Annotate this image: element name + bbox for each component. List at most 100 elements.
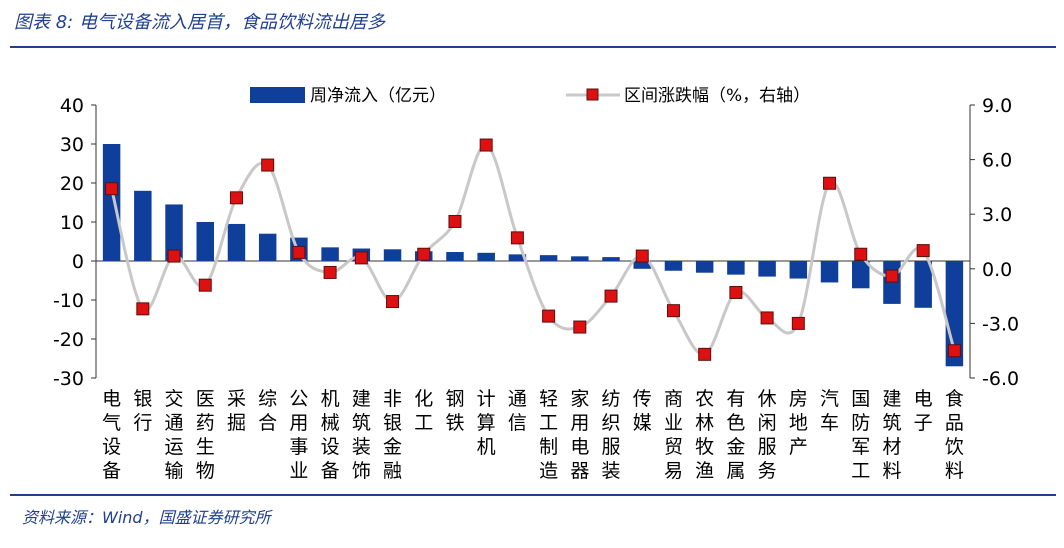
- x-tick-label: 综合: [258, 388, 277, 434]
- bar-14: [508, 254, 527, 261]
- line-point-10: [386, 295, 400, 309]
- bar-5: [227, 223, 246, 261]
- bar-12: [446, 252, 464, 261]
- line-point-22: [760, 311, 774, 325]
- bar-24: [820, 261, 839, 283]
- x-tick-label: 医药生物: [196, 388, 215, 482]
- line-point-8: [323, 265, 337, 279]
- left-tick-label: 20: [60, 173, 84, 195]
- bar-13: [477, 252, 495, 261]
- line-point-3: [167, 249, 181, 263]
- bar-3: [165, 204, 183, 261]
- bar-20: [695, 261, 714, 273]
- line-point-11: [417, 247, 431, 261]
- line-point-2: [136, 302, 150, 316]
- x-tick-label: 商业贸易: [664, 388, 683, 482]
- x-tick-label: 银行: [133, 388, 152, 434]
- left-tick-label: -20: [53, 329, 84, 351]
- bar-15: [539, 255, 558, 261]
- bar-6: [258, 233, 277, 261]
- bar-11: [415, 251, 433, 261]
- left-tick-label: 40: [60, 95, 84, 117]
- x-tick-labels: 电气设备银行交通运输医药生物采掘综合公用事业机械设备建筑装饰非银金融化工钢铁计算…: [102, 388, 964, 482]
- x-tick-label: 计算机: [477, 388, 496, 458]
- bar-16: [571, 256, 589, 261]
- bar-1: [102, 144, 121, 261]
- x-tick-label: 国防军工: [851, 388, 870, 482]
- chart-axes: -30 -20 -10 0 10 20 30 40 -6.0 -3.0 0.0 3.0 6.0 9.0: [53, 95, 1019, 390]
- line-point-17: [604, 289, 618, 303]
- right-tick-label: 6.0: [982, 150, 1012, 172]
- line-series: [105, 138, 961, 361]
- bar-28: [945, 261, 964, 367]
- line-point-6: [261, 158, 275, 172]
- line-point-1: [105, 182, 119, 196]
- line-point-14: [510, 231, 524, 245]
- bar-22: [758, 261, 776, 277]
- right-tick-label: 9.0: [982, 95, 1012, 117]
- line-point-15: [542, 309, 556, 323]
- x-tick-label: 建筑材料: [882, 388, 901, 482]
- line-point-18: [635, 249, 649, 263]
- right-tick-label: 3.0: [982, 204, 1012, 226]
- chart-title: 图表 8: 电气设备流入居首，食品饮料流出居多: [14, 12, 385, 33]
- bottom-rule: [10, 494, 1056, 496]
- left-tick-label: -30: [53, 368, 84, 390]
- bar-8: [321, 247, 339, 261]
- x-tick-label: 非银金融: [383, 388, 402, 482]
- bar-2: [134, 190, 152, 261]
- x-tick-label: 采掘: [227, 388, 246, 434]
- line-point-9: [354, 251, 368, 265]
- line-point-7: [292, 245, 306, 259]
- line-point-26: [885, 269, 899, 283]
- right-tick-label: -3.0: [982, 313, 1019, 335]
- bar-23: [789, 261, 808, 279]
- x-tick-label: 电气设备: [102, 388, 121, 482]
- left-tick-label: 0: [72, 251, 84, 273]
- bar-10: [383, 249, 402, 261]
- x-tick-label: 有色金属: [726, 388, 745, 482]
- line-point-23: [791, 316, 805, 330]
- legend-bar-swatch: [250, 87, 305, 103]
- source-note: 资料来源：Wind，国盛证券研究所: [22, 508, 271, 527]
- left-tick-label: 10: [60, 212, 84, 234]
- x-tick-label: 电子: [914, 388, 933, 434]
- x-tick-label: 钢铁: [445, 388, 464, 434]
- x-tick-label: 建筑装饰: [352, 388, 371, 482]
- bar-26: [883, 261, 901, 304]
- x-tick-label: 休闲服务: [758, 388, 777, 482]
- line-point-16: [573, 320, 587, 334]
- x-tick-label: 房地产: [789, 388, 808, 458]
- left-tick-label: -10: [53, 290, 84, 312]
- x-tick-label: 轻工制造: [539, 388, 558, 482]
- legend-line-label: 区间涨跌幅（%，右轴）: [624, 86, 810, 106]
- bar-18: [633, 261, 651, 269]
- x-tick-label: 通信: [508, 388, 527, 434]
- bar-9: [352, 248, 371, 261]
- x-tick-label: 农林牧渔: [695, 388, 714, 482]
- bar-series: [102, 144, 964, 367]
- line-point-20: [698, 347, 712, 361]
- top-rule: [10, 46, 1056, 48]
- line-point-28: [947, 344, 961, 358]
- legend-bar-label: 周净流入（亿元）: [310, 86, 446, 106]
- bar-25: [852, 261, 870, 289]
- right-tick-label: 0.0: [982, 259, 1012, 281]
- x-tick-label: 汽车: [820, 388, 839, 434]
- bar-27: [914, 261, 932, 308]
- x-tick-label: 食品饮料: [945, 388, 964, 482]
- right-tick-label: -6.0: [982, 368, 1019, 390]
- x-tick-label: 机械设备: [321, 388, 340, 482]
- line-path: [110, 143, 956, 356]
- x-tick-label: 纺织服装: [602, 388, 621, 482]
- line-point-24: [823, 176, 837, 190]
- x-tick-label: 交通运输: [165, 388, 184, 482]
- bar-17: [602, 257, 620, 261]
- bar-4: [196, 222, 214, 261]
- legend: 周净流入（亿元） 区间涨跌幅（%，右轴）: [250, 86, 810, 106]
- bar-7: [290, 237, 308, 261]
- x-tick-label: 家用电器: [570, 388, 589, 482]
- x-tick-label: 化工: [414, 388, 433, 434]
- x-tick-label: 公用事业: [289, 388, 308, 482]
